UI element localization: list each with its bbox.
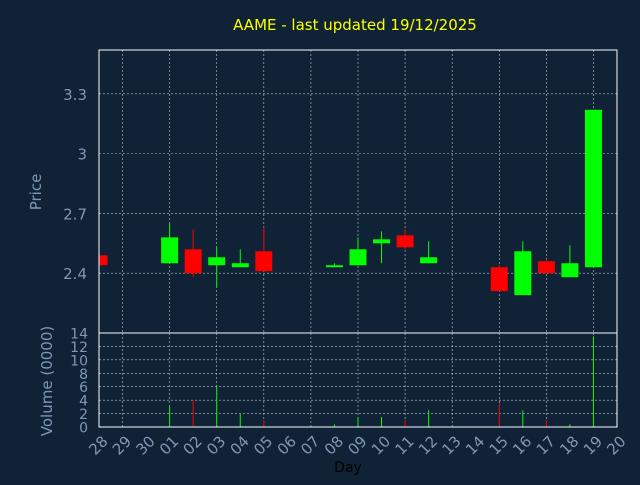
candle-body [349,249,367,266]
x-tick-label: 19 [580,432,606,458]
x-tick-label: 08 [321,432,347,458]
x-tick-label: 13 [439,432,465,458]
x-tick-label: 30 [132,432,158,458]
price-tick-label: 2.7 [63,205,87,223]
x-tick-label: 06 [274,432,300,458]
volume-tick-label: 8 [79,367,88,383]
x-tick-label: 15 [486,432,512,458]
x-tick-label: 17 [533,432,559,458]
candle-body [396,235,414,248]
candle-body [231,263,249,268]
price-axis-label: Price [27,174,45,211]
x-tick-label: 10 [368,432,394,458]
price-tick-label: 3 [77,146,87,164]
x-tick-labels: 2829300102030405060708091011121314151617… [85,432,629,458]
x-tick-label: 03 [203,432,229,458]
volume-gridlines [99,333,617,427]
candle-body [373,239,391,244]
candle-body [208,257,226,266]
x-tick-label: 02 [180,432,206,458]
candle-body [255,251,273,272]
candle-body [537,261,555,274]
x-tick-label: 05 [250,432,276,458]
volume-tick-label: 12 [70,340,88,356]
x-tick-label: 20 [603,432,629,458]
volume-tick-label: 4 [79,394,88,410]
volume-tick-label: 14 [70,327,88,343]
volume-panel-frame [98,332,618,428]
candle-body [161,237,179,264]
x-tick-label: 07 [297,432,323,458]
x-tick-label: 16 [509,432,535,458]
x-tick-label: 18 [556,432,582,458]
candles-group [98,109,602,296]
volume-tick-label: 10 [70,353,88,369]
x-tick-label: 04 [227,432,253,458]
x-tick-label: 14 [462,432,488,458]
volume-bars-group [169,336,594,427]
x-tick-label: 01 [156,432,182,458]
x-axis-label: Day [334,460,362,476]
candle-body [420,257,438,264]
price-gridlines [99,50,617,333]
price-tick-label: 2.4 [63,265,87,283]
price-tick-label: 3.3 [63,86,87,104]
chart-title: AAME - last updated 19/12/2025 [233,16,477,34]
volume-tick-label: 0 [79,421,88,437]
candle-body [490,267,508,292]
candle-body [514,251,532,296]
candle-body [184,249,202,274]
candle-body [584,109,602,268]
volume-tick-label: 2 [79,407,88,423]
x-tick-label: 28 [85,432,111,458]
x-tick-label: 12 [415,432,441,458]
x-tick-label: 29 [109,432,135,458]
x-tick-label: 09 [344,432,370,458]
volume-axis-label: Volume (0000) [38,326,56,436]
candle-body [325,265,343,268]
candle-body [561,263,579,278]
x-tick-label: 11 [391,432,417,458]
volume-tick-label: 6 [79,380,88,396]
candle-body [99,255,108,266]
